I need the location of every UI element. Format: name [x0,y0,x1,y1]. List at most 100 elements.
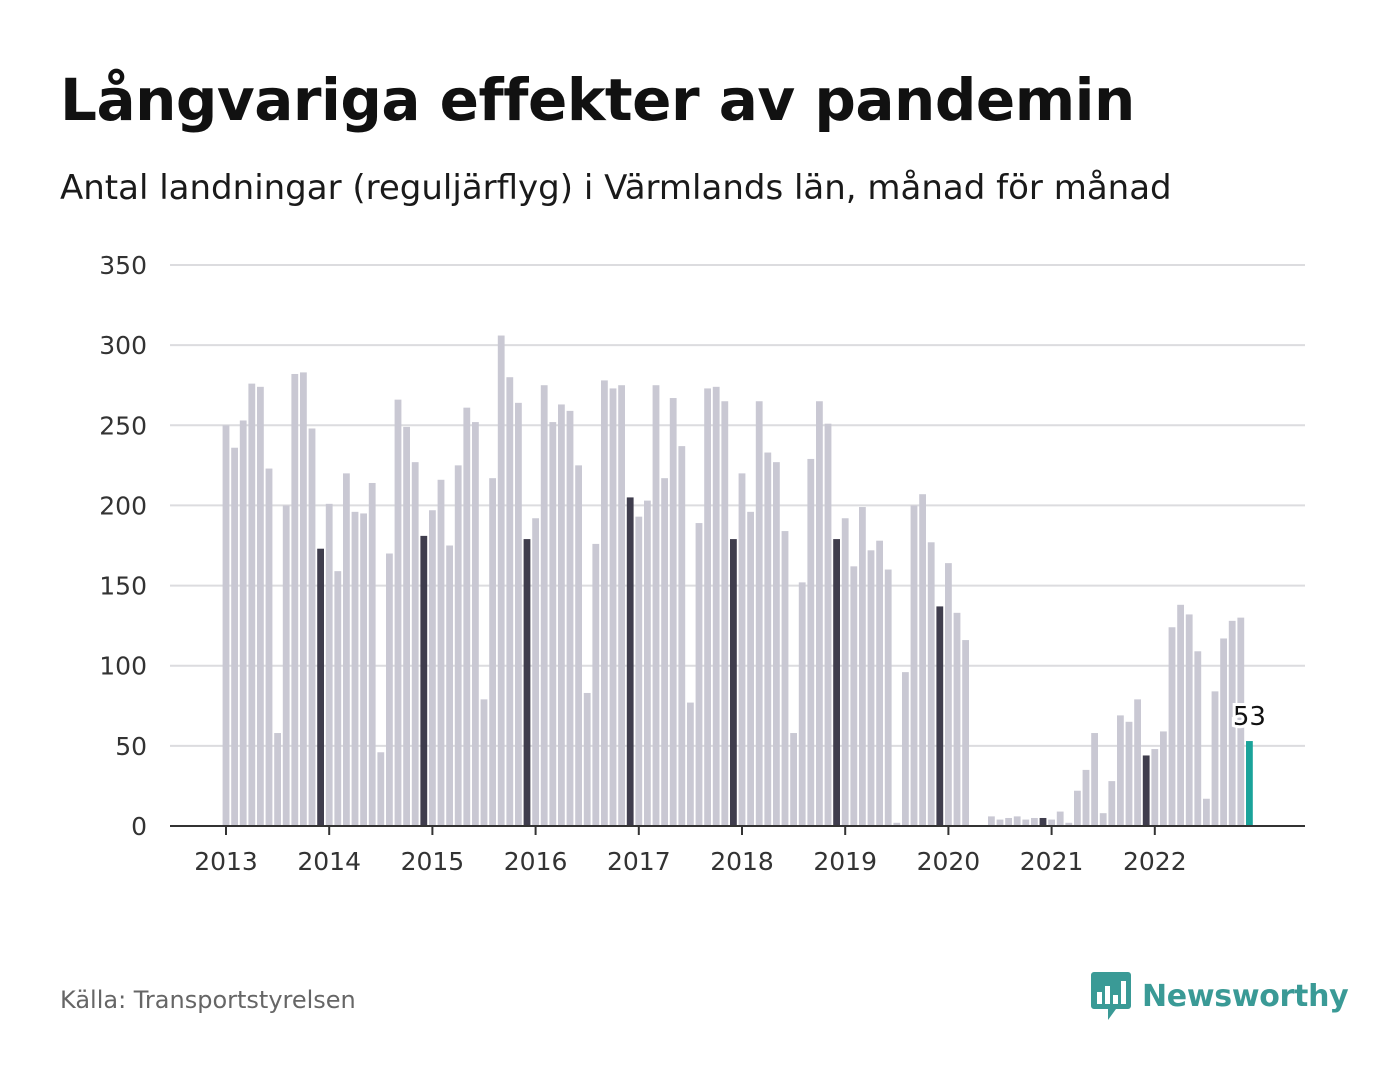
bar [343,473,350,826]
bar [394,399,402,826]
y-tick-label: 0 [131,812,147,841]
bar [1108,781,1116,826]
bar [257,386,264,826]
bar [747,511,754,826]
bar [738,473,746,826]
bar [282,505,290,826]
bar [781,531,789,826]
y-tick-label: 250 [99,411,147,440]
bar [730,539,737,826]
bar [798,582,806,826]
bar [1194,651,1202,826]
x-tick-label: 2016 [504,847,568,876]
bar [919,494,926,826]
bar [532,518,539,826]
bar [652,385,660,826]
bar [695,523,703,826]
bar [274,733,281,826]
bar [962,640,969,826]
bar [704,388,711,826]
bar [927,542,935,826]
bar [1082,769,1090,826]
bar [1220,638,1227,826]
bar [351,511,359,826]
x-tick-label: 2021 [1020,847,1084,876]
y-tick-label: 300 [99,331,147,360]
x-tick-label: 2018 [710,847,774,876]
bar [1056,811,1064,826]
bar [626,497,634,826]
bar [558,404,565,826]
bar [1117,715,1124,826]
bar [583,692,591,826]
bar [773,462,780,826]
bar [721,401,729,826]
bar [893,822,901,826]
bar [824,423,832,826]
x-tick-label: 2017 [607,847,671,876]
bar [1211,691,1219,826]
bar [988,816,995,826]
bar [601,380,608,826]
x-tick-label: 2014 [297,847,361,876]
bar [687,702,694,826]
chart-subtitle: Antal landningar (reguljärflyg) i Värmla… [60,168,1172,208]
bar [1134,699,1141,826]
bar [308,428,316,826]
bar [265,468,273,826]
x-tick-label: 2013 [194,847,258,876]
bar [1031,817,1038,826]
bar-chart: 0 50 100 150 200 250 300 350 2013 2014 2015 2016 201… [99,251,1305,876]
bar [300,372,307,826]
bar [1074,790,1081,826]
bar [1099,813,1107,826]
bar [1168,627,1176,826]
bar [953,612,961,826]
bar [239,420,247,826]
bar [549,422,557,826]
bar [454,465,462,826]
bar [420,535,428,826]
bar [884,569,892,826]
x-tick-label: 2015 [401,847,465,876]
bar [661,478,668,826]
source-note: Källa: Transportstyrelsen [60,986,356,1014]
bar [437,479,445,826]
bar [222,425,230,826]
bar [575,465,582,826]
bar [317,548,324,826]
y-tick-label: 350 [99,251,147,280]
bar [429,510,436,826]
bar [1048,819,1055,826]
bar [1246,741,1253,826]
bar [515,402,522,826]
bar [368,482,376,826]
bar [1237,617,1245,826]
bar [996,819,1004,826]
bar [644,500,651,826]
brand-name: Newsworthy [1142,978,1349,1014]
bar [489,478,496,826]
bar [248,383,256,826]
newsworthy-logo[interactable]: Newsworthy [1090,970,1349,1022]
latest-value-label: 53 [1233,702,1266,732]
bar [807,458,815,826]
bar [1177,604,1184,826]
bar [540,385,548,826]
bar [506,377,514,826]
bar [910,505,918,826]
bar [1228,620,1236,826]
bar [1022,819,1030,826]
bar [635,516,643,826]
bar [609,388,617,826]
bar [945,563,952,826]
bar [403,426,410,826]
bar [446,545,453,826]
bar [764,452,772,826]
bar [902,672,909,826]
bar [712,386,720,826]
y-tick-label: 100 [99,652,147,681]
bar [411,462,419,826]
bar [1160,731,1167,826]
bar [1013,816,1021,826]
